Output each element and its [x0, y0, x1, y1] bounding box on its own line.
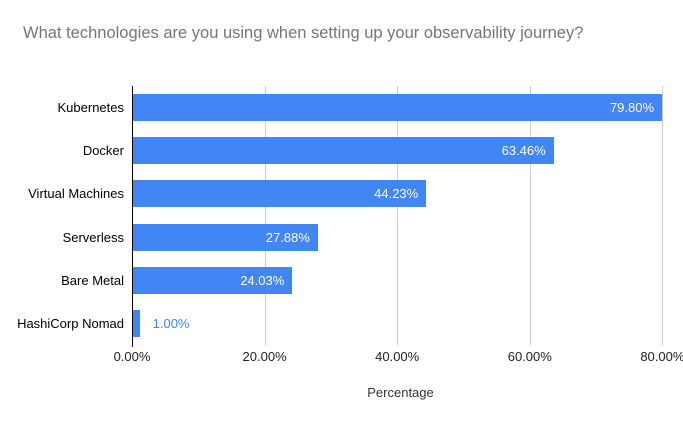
bar: [133, 266, 293, 294]
bar-row: 44.23%: [132, 172, 669, 215]
bar-row: 1.00%: [132, 302, 669, 345]
plot-area: 79.80% 63.46% 44.23% 27.88% 24.03% 1.00%: [132, 86, 669, 347]
bar: [133, 137, 554, 165]
gridline: [662, 86, 664, 345]
bar-row: 63.46%: [132, 129, 669, 172]
chart-title: What technologies are you using when set…: [23, 24, 584, 42]
category-label: Bare Metal: [61, 272, 124, 288]
bar-row: 24.03%: [132, 259, 669, 302]
x-tick-label: 40.00%: [375, 349, 420, 364]
x-tick-label: 20.00%: [242, 349, 287, 364]
value-label: 27.88%: [265, 229, 310, 245]
gridline: [264, 86, 266, 345]
gridline: [529, 86, 531, 345]
bar: [133, 223, 318, 251]
gridline: [397, 86, 399, 345]
y-axis-line: [132, 86, 133, 347]
category-label: Kubernetes: [57, 100, 125, 115]
bar-row: 79.80%: [132, 86, 669, 129]
value-label: 63.46%: [501, 143, 546, 159]
value-label: 1.00%: [152, 315, 190, 331]
bar: [133, 180, 427, 208]
category-label: Virtual Machines: [28, 186, 124, 202]
value-label: 79.80%: [609, 100, 655, 115]
x-tick-label: 60.00%: [507, 349, 552, 364]
value-label: 24.03%: [240, 272, 285, 288]
category-label: HashiCorp Nomad: [17, 315, 124, 331]
value-label: 44.23%: [374, 186, 419, 202]
category-label: Docker: [82, 143, 124, 159]
bar: [133, 94, 663, 121]
bar-row: 27.88%: [132, 216, 669, 259]
bar: [133, 309, 140, 337]
x-axis-title: Percentage: [367, 385, 434, 400]
category-label: Serverless: [62, 229, 124, 245]
x-tick-label: 0.00%: [113, 349, 151, 364]
x-tick-label: 80.00%: [640, 349, 683, 364]
